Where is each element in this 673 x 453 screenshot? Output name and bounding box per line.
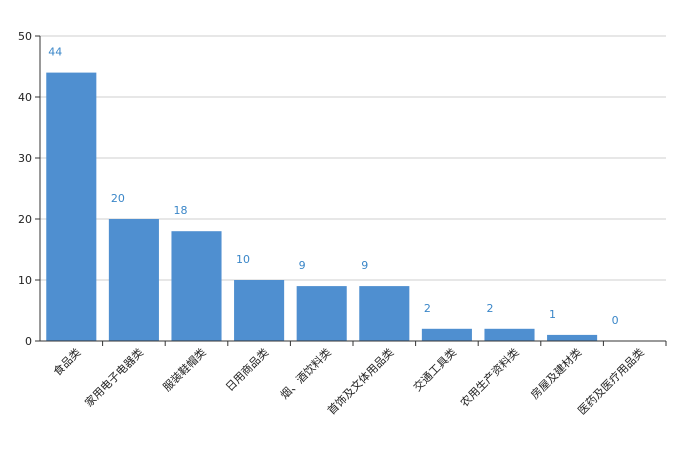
bar — [547, 334, 598, 341]
data-label: 2 — [486, 302, 493, 315]
bar — [108, 219, 159, 341]
category-label: 房屋及建材类 — [528, 345, 585, 402]
y-tick-label: 10 — [18, 274, 32, 287]
bar — [171, 231, 222, 341]
bar — [296, 286, 347, 341]
data-label: 9 — [299, 259, 306, 272]
data-label: 20 — [111, 192, 125, 205]
category-label: 日用商品类 — [222, 345, 271, 394]
category-label: 食品类 — [50, 345, 83, 378]
y-tick-label: 40 — [18, 91, 32, 104]
axes — [35, 35, 667, 346]
category-label: 烟、酒饮料类 — [277, 345, 334, 402]
data-label: 44 — [48, 46, 62, 59]
data-label: 18 — [173, 204, 187, 217]
category-label: 服装鞋帽类 — [160, 345, 209, 394]
y-tick-label: 50 — [18, 30, 32, 43]
data-label: 2 — [424, 302, 431, 315]
y-tick-label: 0 — [25, 335, 32, 348]
category-label: 农用生产资料类 — [457, 345, 521, 409]
bars — [46, 72, 598, 341]
data-label: 9 — [361, 259, 368, 272]
y-tick-label: 30 — [18, 152, 32, 165]
bar — [234, 280, 285, 341]
data-label: 10 — [236, 253, 250, 266]
bar — [421, 328, 472, 341]
category-label: 医药及医疗用品类 — [575, 345, 647, 417]
category-label: 交通工具类 — [410, 345, 459, 394]
bar — [46, 72, 97, 341]
category-label: 首饰及文体用品类 — [324, 345, 396, 417]
bar — [484, 328, 535, 341]
data-label: 0 — [612, 314, 619, 327]
data-label: 1 — [549, 308, 556, 321]
category-label: 家用电子电器类 — [82, 345, 146, 409]
bar — [359, 286, 410, 341]
y-tick-label: 20 — [18, 213, 32, 226]
